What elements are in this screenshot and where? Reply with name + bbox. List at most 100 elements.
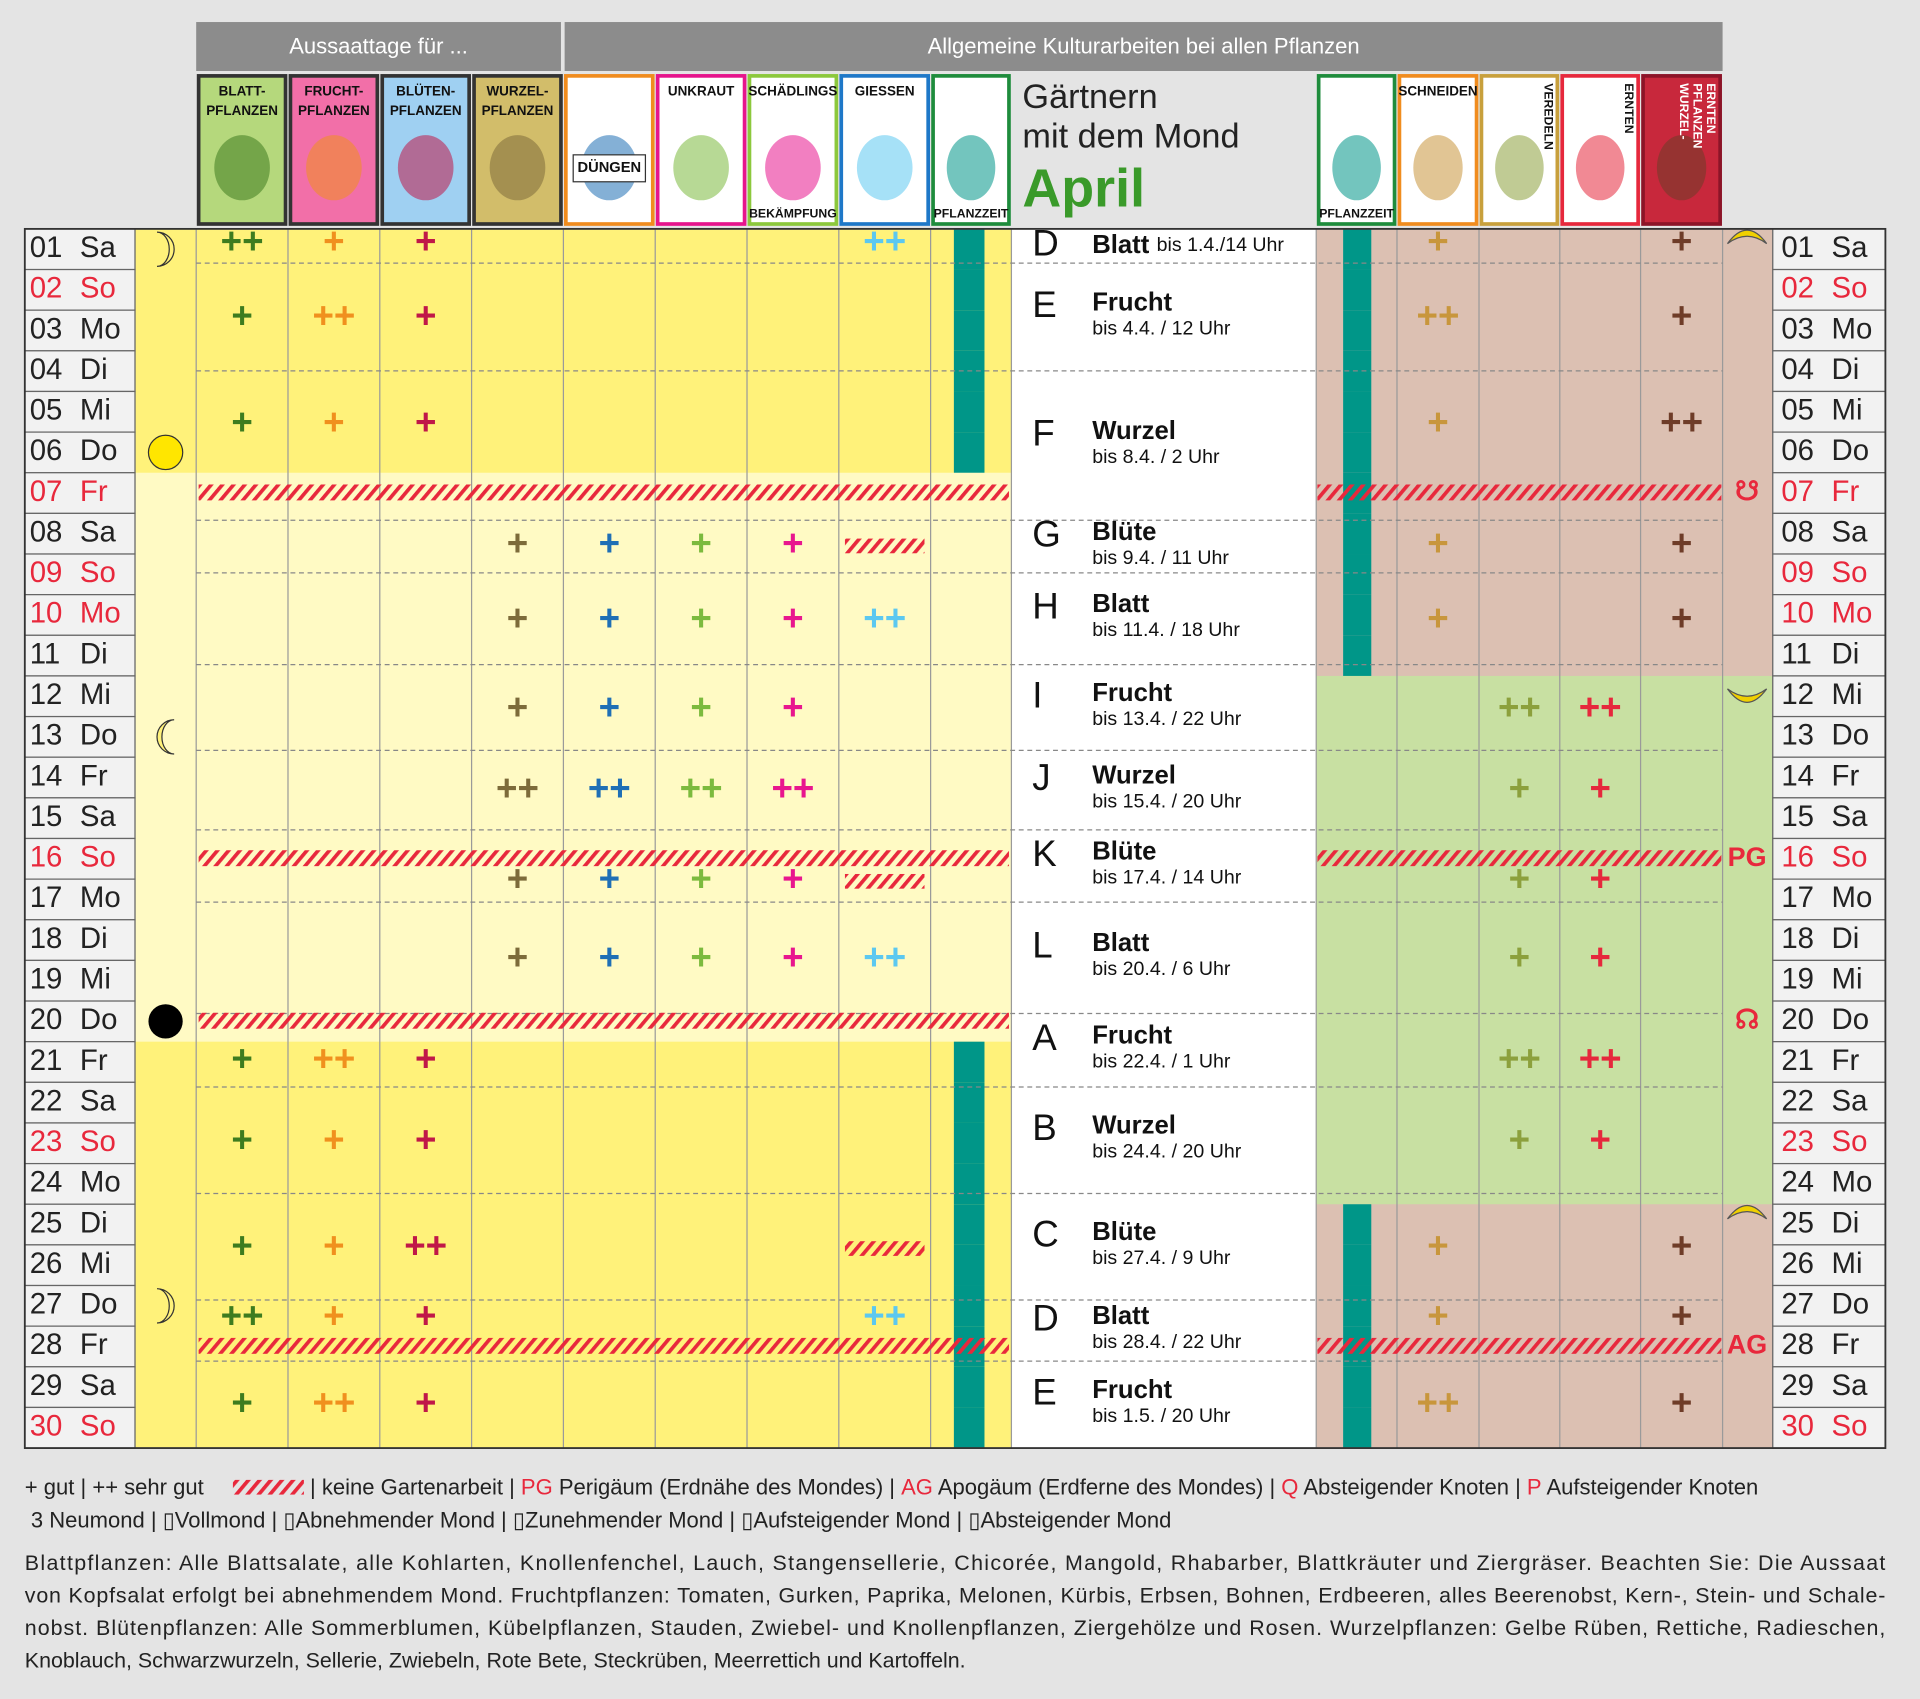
planting-bar [953,1366,985,1409]
sign-name: Frucht [1092,1022,1172,1050]
mark: ++ [863,936,906,977]
weekday: Mi [1832,1247,1863,1280]
mark: ++ [771,767,814,808]
work-background [1316,1204,1773,1246]
mark: + [1427,1295,1448,1336]
mark: + [231,1038,252,1079]
sowing-background [134,1041,1012,1083]
planting-bar [953,432,985,474]
weekday: Sa [80,515,117,548]
work-background [1316,716,1773,758]
mark: + [231,1225,252,1266]
mark: + [1509,1119,1530,1160]
sign-name: Blatt [1092,231,1150,259]
weekday: Sa [80,1369,117,1402]
planting-bar [1343,1366,1372,1409]
work-background [1316,1163,1773,1205]
mark: ++ [863,220,906,261]
work-background [1316,228,1773,271]
icon-illustration [1495,135,1544,201]
icon-label: VEREDELN [1541,83,1555,150]
planting-bar [953,1041,985,1083]
day-number: 24 [1781,1166,1814,1199]
mark: + [599,523,620,564]
title: Gärtnern [1022,78,1157,116]
sign-letter: G [1032,513,1061,554]
weekday: Fr [1832,475,1860,508]
weekday: Di [80,353,108,386]
sowing-background [134,1122,1012,1165]
day-cell [24,268,136,311]
weekday: So [80,556,116,589]
day-cell [1772,715,1887,758]
sowing-background [134,757,1012,799]
sign-until: bis 11.4. / 18 Uhr [1092,619,1240,641]
day-number: 12 [30,678,63,711]
moon-marker: PG [1728,842,1767,872]
day-number: 25 [30,1206,63,1239]
weekday: Di [1832,922,1860,955]
work-background [1316,1001,1773,1043]
day-number: 01 [30,231,63,264]
mark: + [782,687,803,728]
day-number: 14 [1781,759,1814,792]
day-number: 02 [30,272,63,305]
mark: + [690,858,711,899]
mark: + [507,687,528,728]
mark: ++ [1417,295,1460,336]
day-cell [24,1325,136,1368]
mark: + [323,1119,344,1160]
icon-illustration [1656,135,1707,201]
description: Knoblauch, Schwarzwurzeln, Sellerie, Zwi… [25,1648,966,1672]
sign-letter: A [1032,1017,1057,1058]
icon-label: FRUCHT- [304,83,363,98]
day-cell [1772,1244,1887,1287]
day-number: 22 [1781,1084,1814,1117]
day-cell [24,553,136,596]
weekday: So [80,1125,116,1158]
sign-letter: D [1032,1297,1059,1338]
day-number: 27 [30,1288,63,1321]
day-number: 06 [1781,434,1814,467]
planting-bar [1343,228,1372,271]
sowing-background [134,1285,1012,1327]
sowing-background [134,1366,1012,1409]
mark: ++ [1498,687,1541,728]
day-number: 15 [30,800,63,833]
weekday: Mi [1832,678,1863,711]
sign-letter: C [1032,1214,1059,1255]
sowing-background [134,1163,1012,1205]
day-cell [24,1041,136,1083]
day-number: 16 [1781,841,1814,874]
weekday: Fr [80,1044,108,1077]
sowing-background [134,432,1012,474]
mark: ++ [680,767,723,808]
mark: + [1671,220,1692,261]
mark: + [231,401,252,442]
legend: + gut | ++ sehr gut [25,1474,204,1499]
mark: ++ [1579,1038,1622,1079]
day-number: 10 [1781,597,1814,630]
sowing-background [134,269,1012,311]
day-cell [24,350,136,393]
description: von Kopfsalat erfolgt bei abnehmendem Mo… [25,1583,1886,1607]
mark: + [1671,523,1692,564]
icon-label: DÜNGEN [578,159,642,176]
day-cell [24,309,136,352]
mark: + [1671,1382,1692,1423]
mark: + [415,295,436,336]
planting-bar [953,1082,985,1124]
icon-illustration [1575,135,1625,201]
description: Blattpflanzen: Alle Blattsalate, alle Ko… [25,1551,1886,1575]
weekday: Sa [1832,800,1869,833]
planting-bar [1343,432,1372,474]
day-number: 08 [1781,515,1814,548]
mark: + [415,401,436,442]
mark: + [599,687,620,728]
sign-name: Blüte [1092,837,1156,865]
moon-marker: AG [1727,1330,1767,1360]
day-cell [1772,228,1887,271]
day-number: 22 [30,1084,63,1117]
no-work-hatch [1317,850,1722,867]
sowing-background [134,797,1012,840]
